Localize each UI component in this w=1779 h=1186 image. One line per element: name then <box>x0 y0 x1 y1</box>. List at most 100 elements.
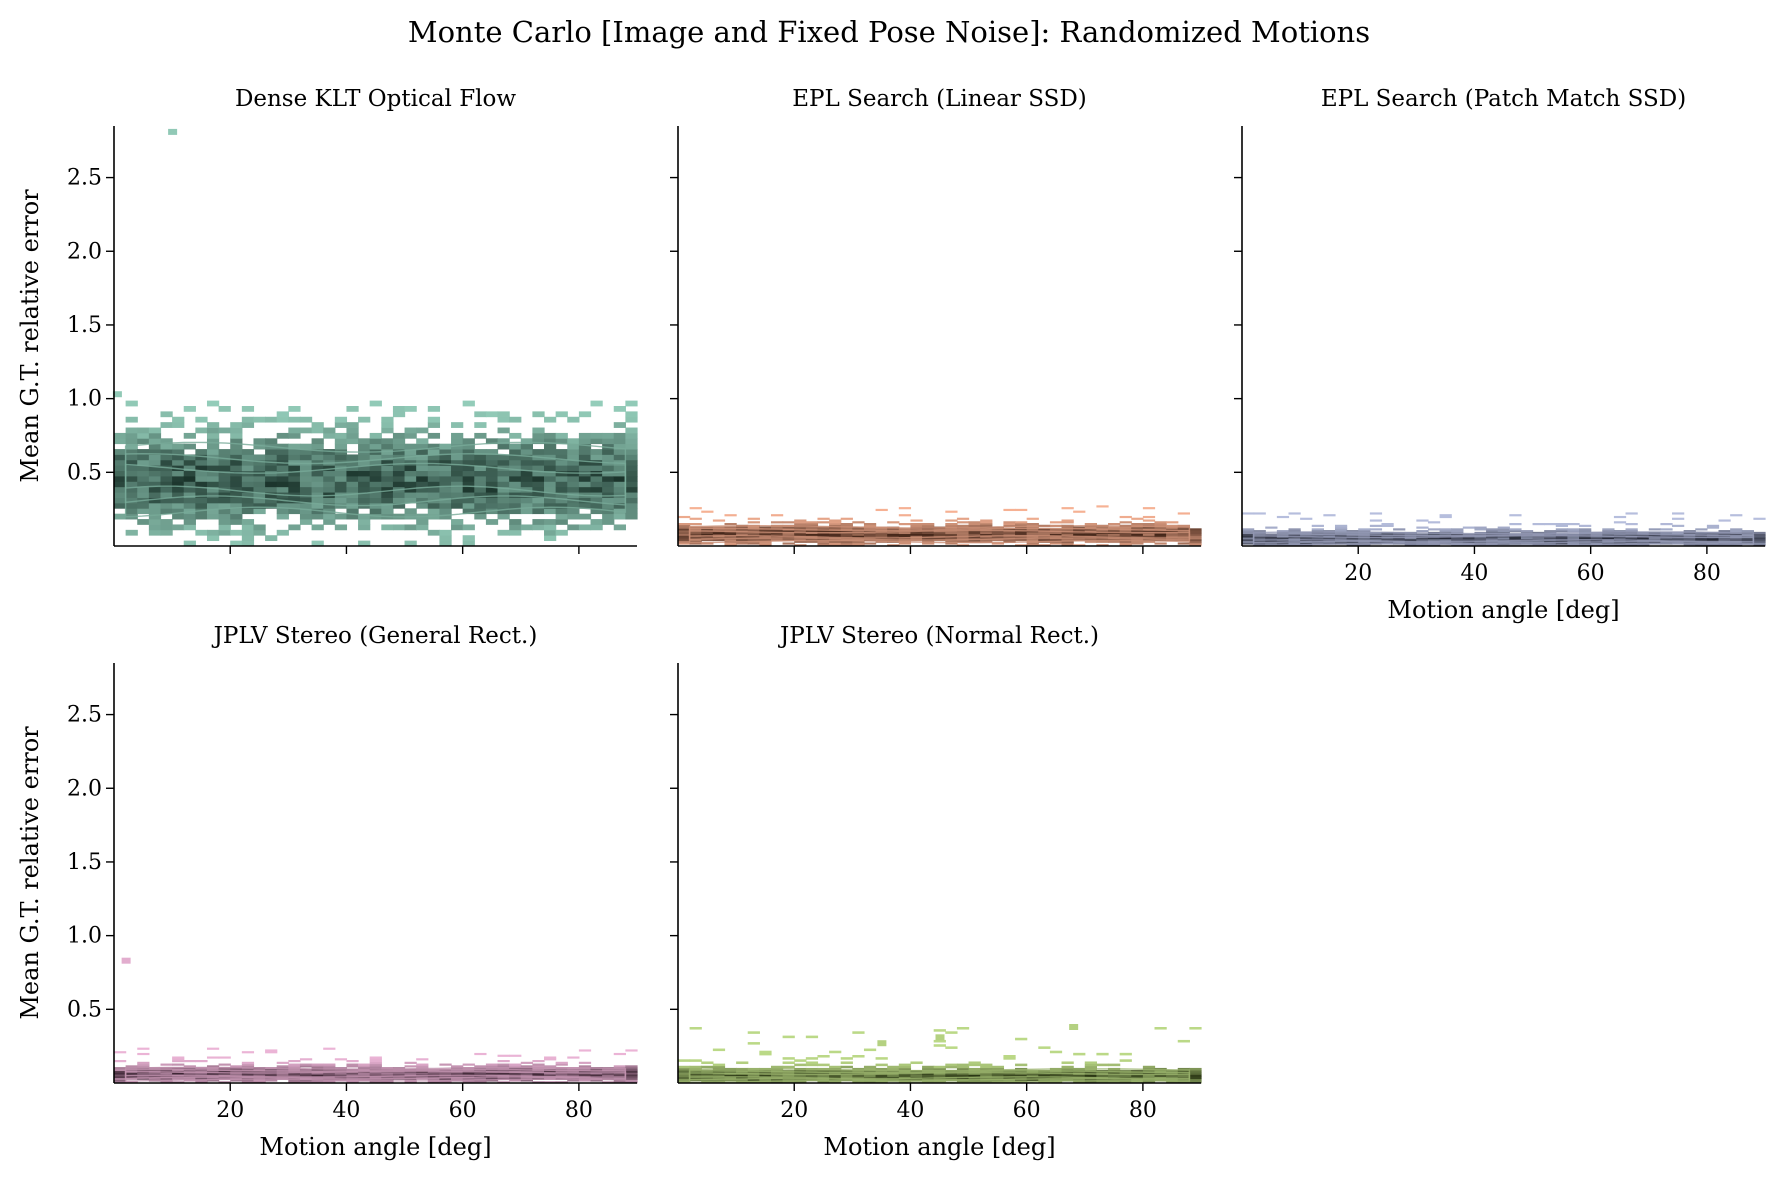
heatmap-bin <box>1555 537 1569 540</box>
heatmap-bin <box>910 524 923 527</box>
heatmap-bin <box>1108 526 1121 529</box>
heatmap-bin <box>544 492 557 498</box>
heatmap-bin <box>485 476 499 482</box>
heatmap-bin <box>1358 530 1371 533</box>
heatmap-bin <box>160 492 173 498</box>
heatmap-bin <box>497 411 510 418</box>
heatmap-bin <box>910 535 923 538</box>
panel-3: EPL Search (Patch Match SSD)20 40 60 80Moti… <box>1234 86 1766 624</box>
heatmap-bin <box>1073 1080 1086 1084</box>
heatmap-bin <box>863 524 877 527</box>
heatmap-bin <box>137 1047 150 1050</box>
heatmap-bin <box>1061 519 1074 522</box>
heatmap-bin <box>1119 530 1132 533</box>
heatmap-bin <box>991 542 1005 545</box>
heatmap-bin <box>299 1068 313 1072</box>
heatmap-bin <box>701 531 714 535</box>
heatmap-bin <box>311 540 324 547</box>
heatmap-bin <box>1613 530 1627 533</box>
density-contour <box>124 452 627 507</box>
heatmap-bin <box>613 470 626 477</box>
heatmap-bin <box>578 524 592 531</box>
heatmap-bin <box>1108 535 1121 538</box>
heatmap-bin <box>346 459 359 466</box>
heatmap-bin <box>625 449 638 455</box>
heatmap-bin <box>427 486 441 493</box>
heatmap-bin <box>114 1060 127 1063</box>
heatmap-bin <box>1131 535 1144 538</box>
heatmap-bin <box>474 459 487 466</box>
heatmap-bin <box>265 438 278 445</box>
heatmap-bin <box>898 1070 912 1073</box>
heatmap-bin <box>578 1065 592 1068</box>
heatmap-bin <box>1015 1037 1028 1041</box>
heatmap-bin <box>922 542 935 545</box>
heatmap-bin <box>311 481 324 488</box>
heatmap-bin <box>218 497 231 504</box>
heatmap-bin <box>474 449 487 455</box>
y-tick-label: 0.5 <box>67 997 102 1022</box>
panel-1: Dense KLT Optical Flow0.51.01.52.02.5Mea… <box>16 86 638 554</box>
heatmap-bin <box>311 1065 324 1068</box>
heatmap-bin <box>782 538 795 542</box>
heatmap-bin <box>544 470 557 477</box>
heatmap-bin <box>1073 538 1086 542</box>
heatmap-bin <box>1119 1052 1132 1056</box>
heatmap-bin <box>241 1065 255 1068</box>
heatmap-bin <box>230 481 243 488</box>
heatmap-bin <box>195 1067 208 1070</box>
heatmap-bin <box>759 1076 772 1080</box>
heatmap-bin <box>195 1079 208 1082</box>
heatmap-bin <box>485 459 499 466</box>
heatmap-bin <box>829 535 842 538</box>
heatmap-bin <box>451 524 464 531</box>
panel-title: JPLV Stereo (Normal Rect.) <box>778 623 1099 649</box>
heatmap-bin <box>148 513 162 520</box>
heatmap-bin <box>736 1061 749 1065</box>
heatmap-bin <box>956 1065 970 1069</box>
heatmap-bin <box>520 497 533 504</box>
heatmap-bin <box>1131 533 1144 536</box>
heatmap-bin <box>172 454 185 461</box>
heatmap-bin <box>1520 537 1534 540</box>
heatmap-bin <box>276 416 289 423</box>
heatmap-bin <box>276 1061 289 1064</box>
heatmap-bin <box>602 438 615 445</box>
heatmap-bin <box>183 1077 196 1080</box>
heatmap-bin <box>509 497 522 504</box>
heatmap-bin <box>1177 535 1190 538</box>
heatmap-bin <box>125 438 138 445</box>
heatmap-bin <box>840 1070 853 1073</box>
heatmap-bin <box>1625 531 1638 535</box>
heatmap-bin <box>334 513 348 520</box>
heatmap-bin <box>137 508 150 515</box>
heatmap-bin <box>578 443 592 450</box>
heatmap-bin <box>392 476 406 482</box>
heatmap-bin <box>311 1074 324 1077</box>
heatmap-bin <box>1084 526 1097 529</box>
heatmap-bin <box>1567 530 1580 533</box>
heatmap-bin <box>1154 542 1167 545</box>
heatmap-bin <box>933 1029 946 1032</box>
heatmap-bin <box>724 1076 737 1080</box>
heatmap-bin <box>712 533 726 536</box>
heatmap-bin <box>148 1077 162 1080</box>
heatmap-bin <box>358 465 371 472</box>
heatmap-bin <box>346 454 359 461</box>
heatmap-bin <box>1416 530 1429 533</box>
heatmap-bin <box>1154 1070 1167 1073</box>
heatmap-bin <box>980 521 993 524</box>
heatmap-bin <box>794 1074 807 1077</box>
heatmap-bin <box>1555 523 1569 526</box>
heatmap-bin <box>555 470 568 477</box>
heatmap-bin <box>1334 526 1348 529</box>
heatmap-bin <box>567 513 580 520</box>
heatmap-bin <box>114 497 127 504</box>
heatmap-bin <box>358 454 371 461</box>
heatmap-bin <box>451 497 464 504</box>
heatmap-bin <box>980 519 993 522</box>
heatmap-bin <box>1486 528 1499 531</box>
heatmap-bin <box>206 476 220 482</box>
heatmap-bin <box>323 1072 336 1075</box>
heatmap-bin <box>253 476 266 482</box>
